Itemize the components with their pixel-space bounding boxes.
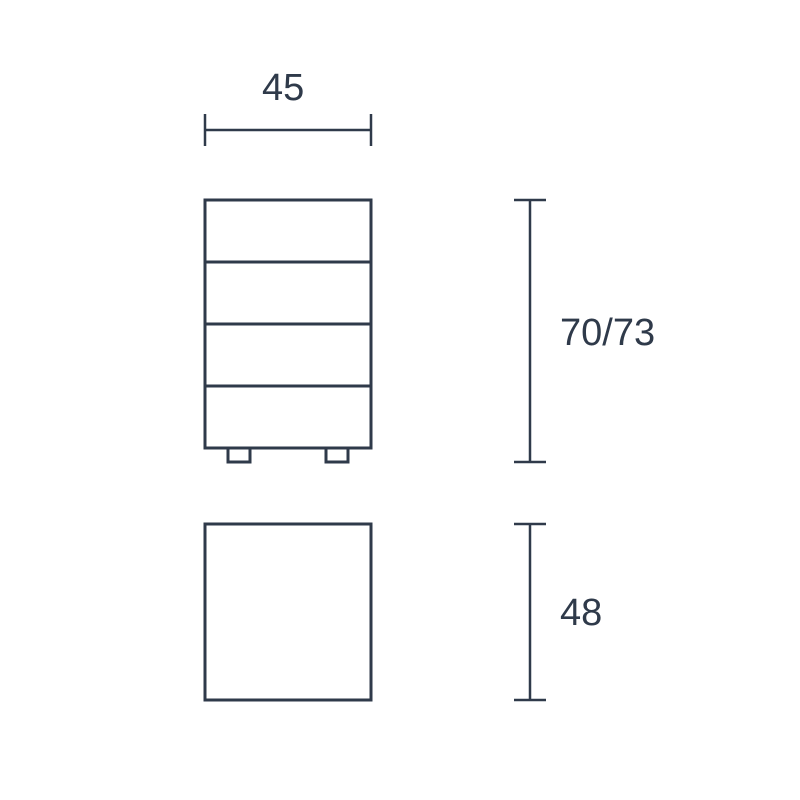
dimension-height-label: 70/73 bbox=[560, 312, 655, 354]
technical-drawing: 45 70/73 48 bbox=[0, 0, 800, 800]
dimension-height: 70/73 bbox=[514, 200, 655, 462]
dimension-depth: 48 bbox=[514, 524, 602, 700]
top-view bbox=[205, 524, 371, 700]
dimension-width: 45 bbox=[205, 67, 371, 146]
front-view bbox=[205, 200, 371, 462]
dimension-width-label: 45 bbox=[262, 67, 304, 109]
dimension-depth-label: 48 bbox=[560, 592, 602, 634]
